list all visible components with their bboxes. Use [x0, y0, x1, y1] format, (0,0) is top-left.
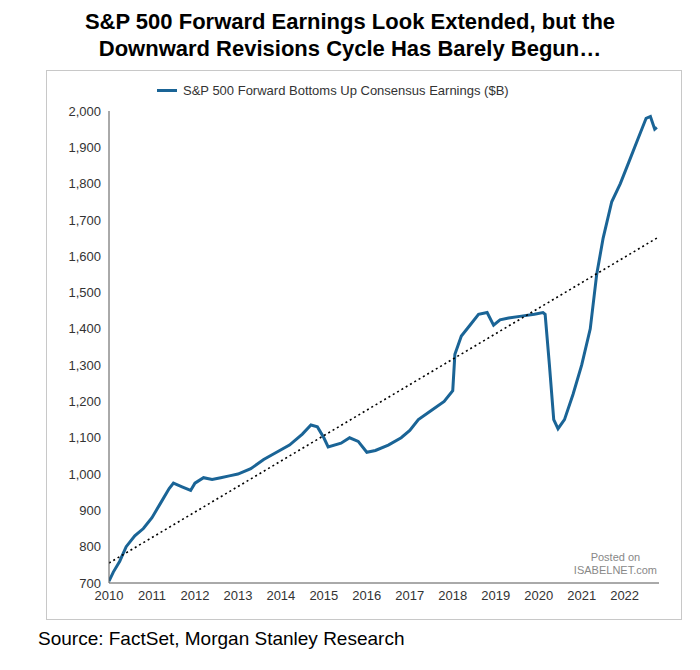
svg-text:2016: 2016 [352, 588, 381, 603]
svg-text:2,000: 2,000 [68, 104, 101, 119]
svg-text:2013: 2013 [223, 588, 252, 603]
svg-text:2015: 2015 [309, 588, 338, 603]
svg-text:2014: 2014 [266, 588, 295, 603]
svg-text:1,900: 1,900 [68, 140, 101, 155]
svg-text:1,600: 1,600 [68, 249, 101, 264]
svg-text:2010: 2010 [94, 588, 124, 604]
svg-text:1,500: 1,500 [68, 285, 101, 300]
svg-text:700: 700 [79, 576, 101, 591]
html-text:Source: FactSet, Morgan Stanle: Source: FactSet, Morgan Stanley Research [38, 628, 405, 649]
svg-text:1,400: 1,400 [68, 321, 101, 336]
svg-text:1,800: 1,800 [68, 176, 101, 191]
svg-text:1,100: 1,100 [68, 430, 101, 445]
svg-text:2019: 2019 [481, 588, 510, 603]
svg-text:1,200: 1,200 [68, 394, 101, 409]
html-text:S&P 500 Forward Earnings Look: S&P 500 Forward Earnings Look Extended, … [84, 9, 616, 61]
html-text:Posted on: Posted on [590, 551, 641, 563]
svg-text:2021: 2021 [567, 588, 596, 603]
svg-text:2018: 2018 [438, 588, 467, 603]
svg-text:2022: 2022 [610, 588, 639, 603]
svg-text:1,700: 1,700 [68, 213, 101, 228]
svg-text:2020: 2020 [524, 588, 553, 603]
svg-text:2011: 2011 [138, 588, 166, 603]
svg-text:2012: 2012 [180, 588, 209, 603]
html-text:S&P 500 Forward Bottoms Up Con: S&P 500 Forward Bottoms Up Consensus Ear… [183, 83, 509, 98]
svg-text:900: 900 [79, 503, 101, 518]
svg-text:800: 800 [79, 539, 101, 554]
html-text:ISABELNET.com: ISABELNET.com [573, 564, 657, 576]
svg-text:1,000: 1,000 [68, 467, 101, 482]
svg-text:2017: 2017 [395, 588, 424, 603]
svg-text:1,300: 1,300 [68, 358, 101, 373]
